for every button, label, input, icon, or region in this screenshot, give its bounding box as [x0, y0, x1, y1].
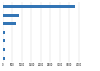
Bar	[3, 14, 19, 17]
Bar	[3, 31, 5, 34]
Bar	[3, 5, 75, 8]
Bar	[3, 22, 16, 25]
Bar	[3, 39, 5, 42]
Bar	[3, 57, 5, 60]
Bar	[3, 48, 4, 51]
